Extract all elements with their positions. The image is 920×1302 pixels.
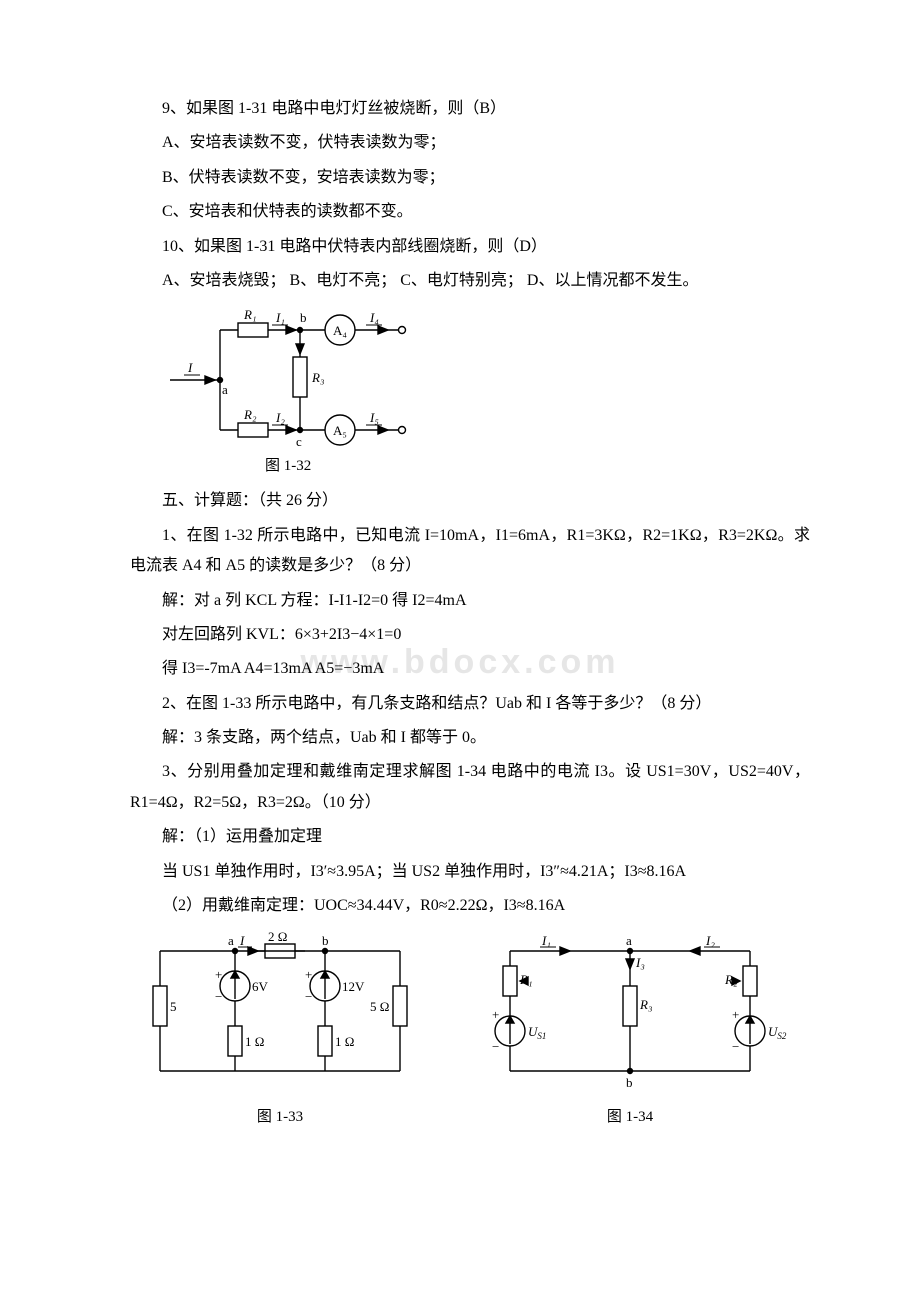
label-b: b	[300, 310, 307, 325]
label-I: I	[187, 360, 193, 375]
fig134-US2: US2	[768, 1024, 787, 1041]
fig134-plus2: +	[732, 1007, 739, 1022]
fig133-b: b	[322, 933, 329, 948]
fig134-caption: 图 1-34	[470, 1103, 790, 1132]
fig134-a: a	[626, 933, 632, 948]
p3-question: 3、分别用叠加定理和戴维南定理求解图 1-34 电路中的电流 I3。设 US1=…	[130, 757, 810, 818]
fig134-minus1: −	[492, 1039, 499, 1054]
fig133-6v: 6V	[252, 979, 269, 994]
section-5-heading: 五、计算题：（共 26 分）	[130, 486, 810, 516]
fig133-5l: 5	[170, 999, 177, 1014]
label-R3: R₃	[311, 370, 324, 385]
p1-sol1: 解：对 a 列 KCL 方程：I-I1-I2=0 得 I2=4mA	[130, 586, 810, 616]
fig133-I: I	[239, 933, 245, 948]
q10-prompt: 10、如果图 1-31 电路中伏特表内部线圈烧断，则（D）	[130, 232, 810, 262]
q10-opts: A、安培表烧毁； B、电灯不亮； C、电灯特别亮； D、以上情况都不发生。	[130, 266, 810, 296]
fig132-caption: 图 1-32	[265, 457, 311, 474]
fig134-I1: I₁	[541, 933, 551, 948]
p1-sol3: 得 I3=-7mA A4=13mA A5=−3mA	[130, 654, 810, 684]
p3-sol2: 当 US1 单独作用时，I3′≈3.95A；当 US2 单独作用时，I3″≈4.…	[130, 857, 810, 887]
figure-1-34: I₁ a I₂ I₃ R₁ R₃ R₂ + − US1 + − US2 b	[470, 931, 790, 1132]
label-A5: A₅	[333, 423, 347, 438]
fig133-5r: 5 Ω	[370, 999, 389, 1014]
label-I1: I₁	[275, 310, 285, 325]
label-I4: I₄	[369, 310, 379, 325]
fig133-minus2: −	[305, 989, 312, 1004]
label-R2: R₂	[243, 407, 257, 422]
fig133-2ohm: 2 Ω	[268, 931, 287, 944]
figure-1-32: I a R₁ I₁ b A₄ I₄ R₂ I₂ c A₅ I₅ R₃ 图 1-3…	[160, 302, 810, 482]
fig134-b: b	[626, 1075, 633, 1090]
fig134-R2: R₂	[724, 972, 738, 987]
label-a: a	[222, 382, 228, 397]
label-I5: I₅	[369, 410, 379, 425]
fig133-caption: 图 1-33	[140, 1103, 420, 1132]
q9-optC: C、安培表和伏特表的读数都不变。	[130, 197, 810, 227]
fig133-minus1: −	[215, 989, 222, 1004]
fig133-plus2: +	[305, 967, 312, 982]
fig134-minus2: −	[732, 1039, 739, 1054]
fig133-1b: 1 Ω	[335, 1034, 354, 1049]
document-body: 9、如果图 1-31 电路中电灯灯丝被烧断，则（B） A、安培表读数不变，伏特表…	[130, 94, 810, 1132]
fig133-1a: 1 Ω	[245, 1034, 264, 1049]
p2-question: 2、在图 1-33 所示电路中，有几条支路和结点？Uab 和 I 各等于多少？（…	[130, 689, 810, 719]
p3-sol1: 解：（1）运用叠加定理	[130, 822, 810, 852]
fig134-I2: I₂	[705, 933, 715, 948]
fig134-R3: R₃	[639, 997, 652, 1012]
fig133-12v: 12V	[342, 979, 365, 994]
fig133-plus1: +	[215, 967, 222, 982]
q9-optB: B、伏特表读数不变，安培表读数为零；	[130, 163, 810, 193]
figure-1-33: a I 2 Ω b + − 6V + − 12V 5 5 Ω 1 Ω 1 Ω	[140, 931, 420, 1132]
fig134-I3: I₃	[635, 955, 645, 970]
p1-sol2: 对左回路列 KVL：6×3+2I3−4×1=0	[130, 620, 810, 650]
fig133-a: a	[228, 933, 234, 948]
fig134-US1: US1	[528, 1024, 546, 1041]
label-I2: I₂	[275, 410, 285, 425]
label-c: c	[296, 434, 302, 449]
p3-sol3: （2）用戴维南定理：UOC≈34.44V，R0≈2.22Ω，I3≈8.16A	[130, 891, 810, 921]
fig134-R1: R₁	[519, 972, 532, 987]
label-A4: A₄	[333, 323, 347, 338]
p1-question: 1、在图 1-32 所示电路中，已知电流 I=10mA，I1=6mA，R1=3K…	[130, 521, 810, 582]
fig134-plus1: +	[492, 1007, 499, 1022]
p2-sol: 解：3 条支路，两个结点，Uab 和 I 都等于 0。	[130, 723, 810, 753]
q9-prompt: 9、如果图 1-31 电路中电灯灯丝被烧断，则（B）	[130, 94, 810, 124]
q9-optA: A、安培表读数不变，伏特表读数为零；	[130, 128, 810, 158]
label-R1: R₁	[243, 307, 256, 322]
